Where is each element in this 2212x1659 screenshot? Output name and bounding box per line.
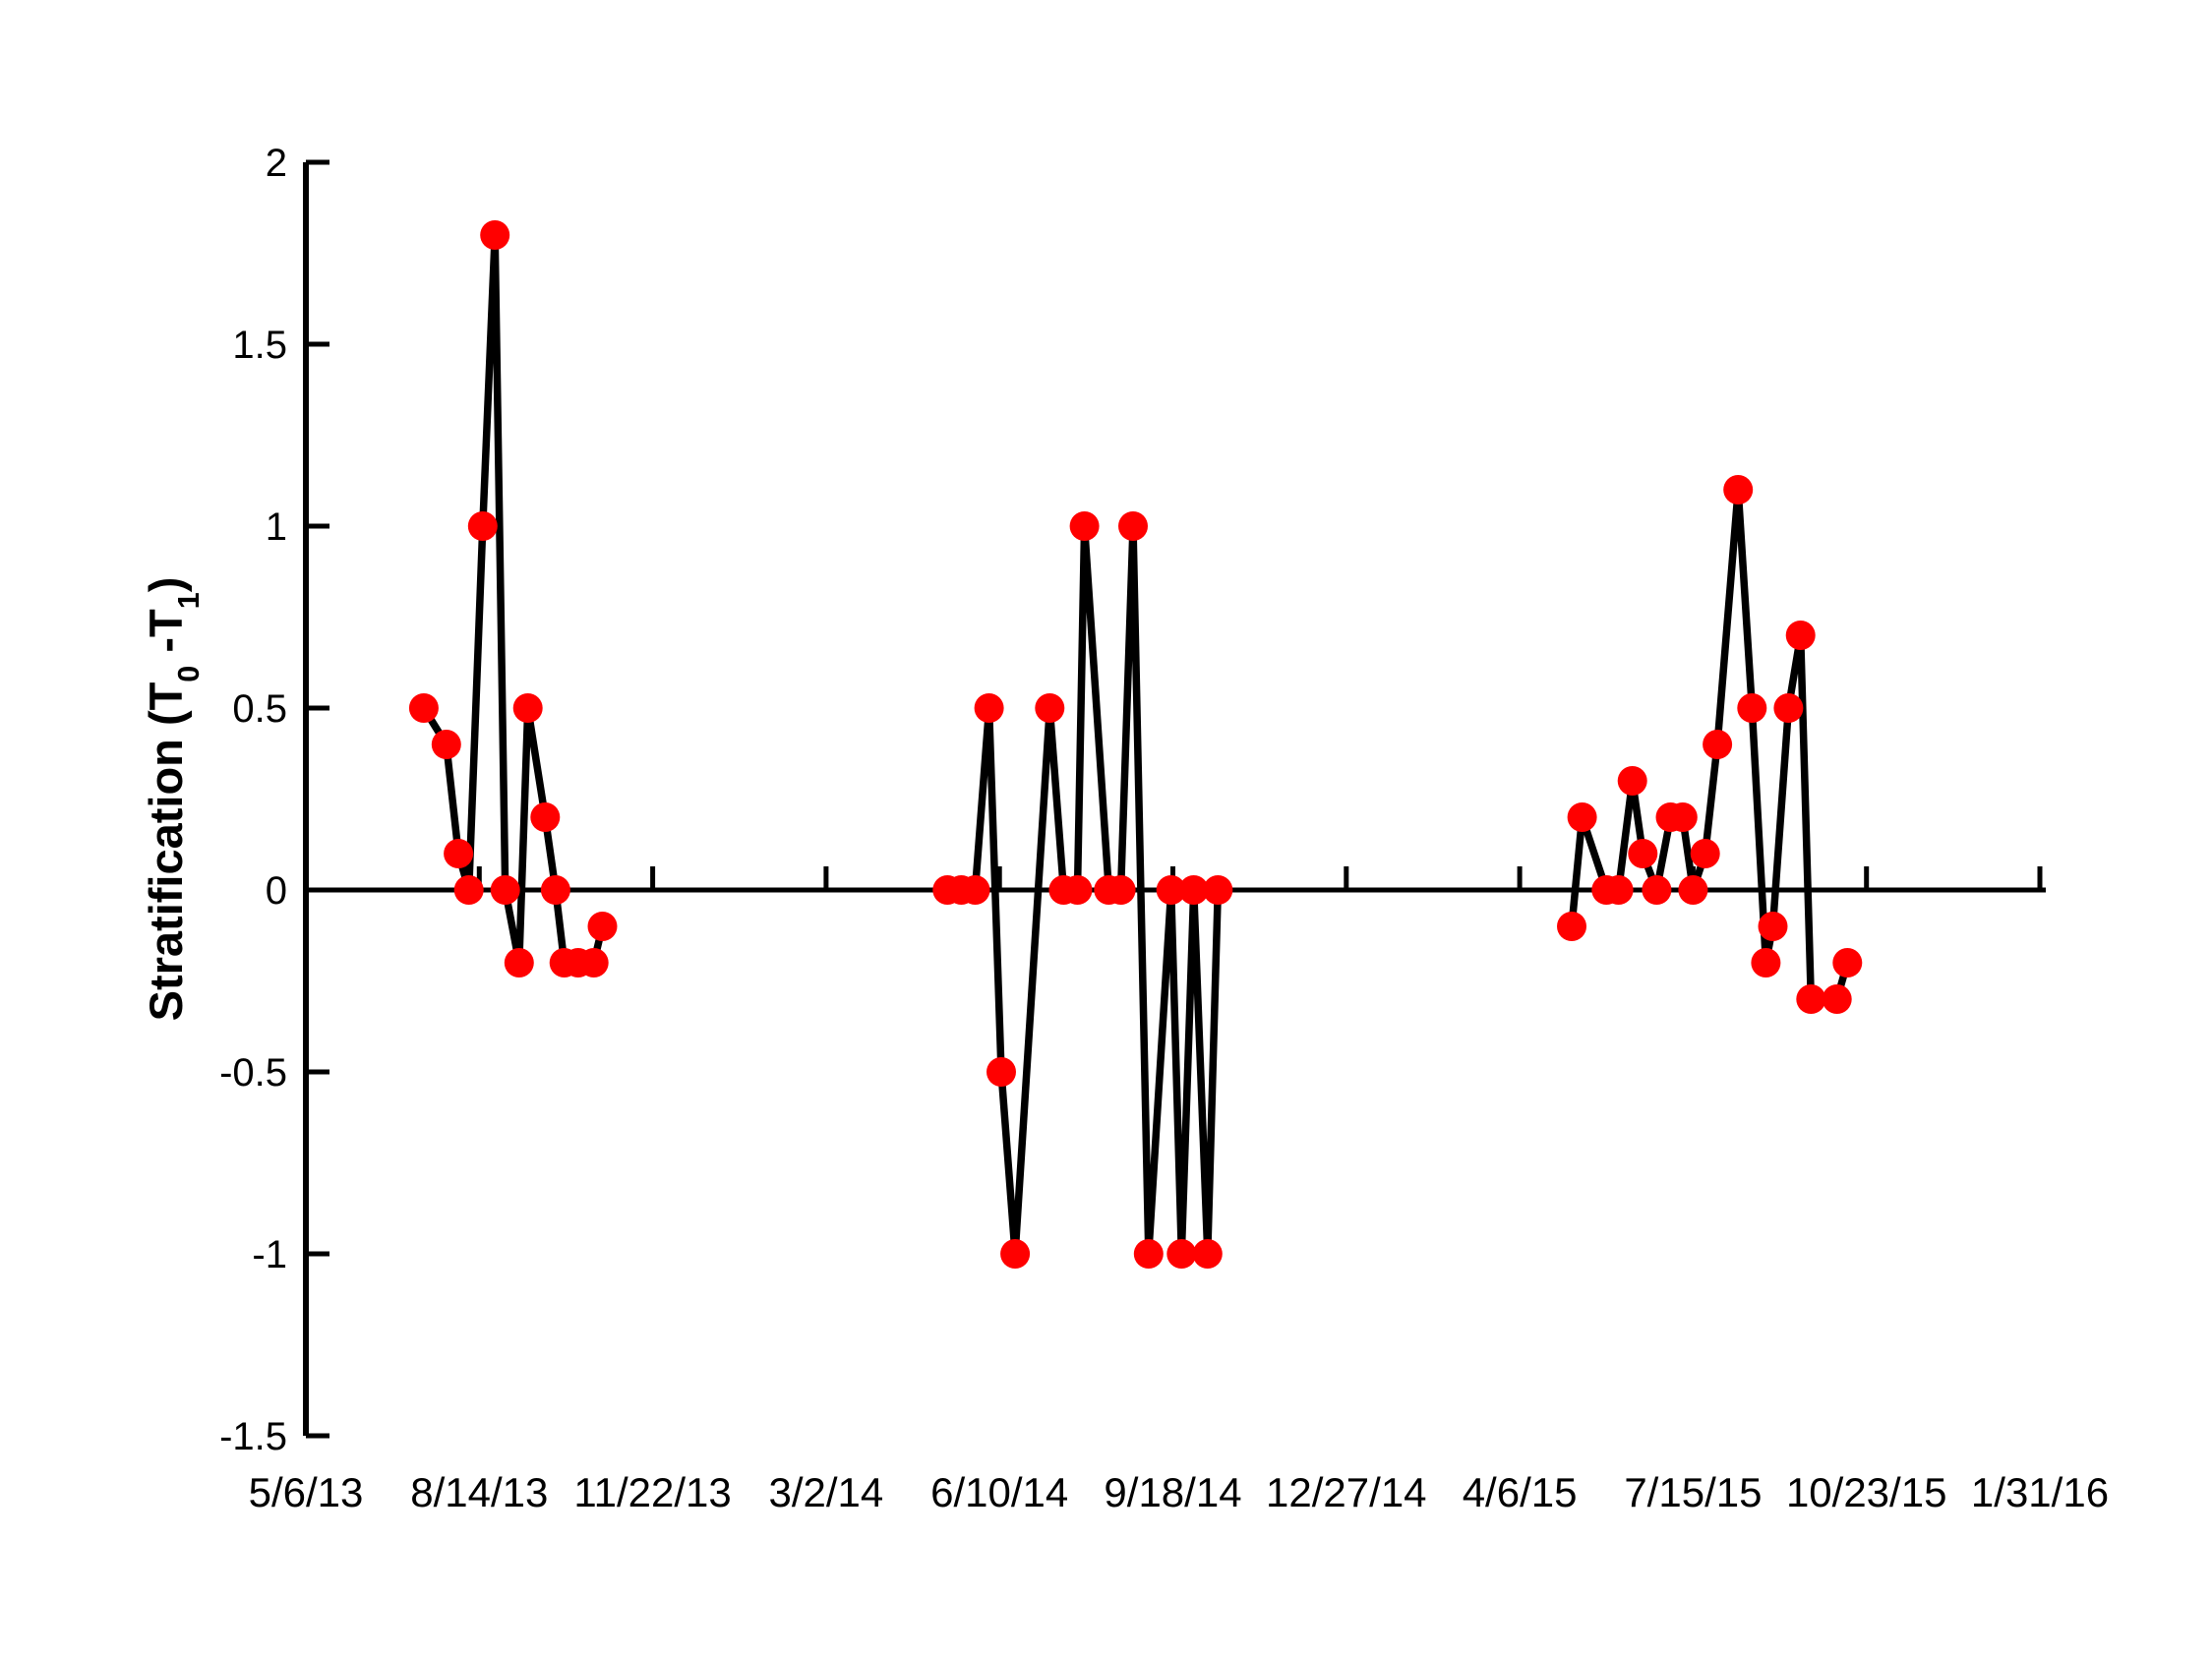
data-point (1192, 1239, 1223, 1269)
data-point (1832, 948, 1863, 978)
data-point (960, 875, 990, 905)
data-point (1723, 475, 1754, 504)
data-point (1751, 948, 1781, 978)
y-tick-label: 1 (266, 505, 287, 549)
data-points-2013 (408, 220, 618, 978)
data-point (467, 511, 498, 541)
y-tick-label: 0 (266, 869, 287, 913)
data-point (1667, 802, 1698, 832)
data-point (1203, 875, 1233, 905)
x-tick-label: 5/6/13 (249, 1469, 364, 1515)
x-tick-label: 1/31/16 (1971, 1469, 2109, 1515)
data-point (1603, 875, 1634, 905)
data-point (1617, 766, 1647, 796)
x-tick-label: 7/15/15 (1624, 1469, 1762, 1515)
data-point (1678, 875, 1708, 905)
data-point (512, 693, 543, 723)
data-point (986, 1057, 1016, 1087)
data-point (1069, 511, 1100, 541)
data-point (1822, 984, 1852, 1014)
data-point (1166, 1239, 1197, 1269)
data-point (1737, 693, 1767, 723)
data-point (1628, 839, 1658, 868)
data-point (1773, 693, 1804, 723)
data-point (480, 220, 510, 250)
data-point (1106, 875, 1136, 905)
data-point (431, 730, 461, 759)
data-point (1703, 730, 1733, 759)
y-tick-label: -0.5 (219, 1051, 287, 1095)
y-tick-label: -1 (252, 1233, 287, 1276)
data-points-2015 (1557, 475, 1863, 1014)
data-point (1118, 511, 1148, 541)
data-point (578, 948, 609, 978)
data-point (1758, 912, 1788, 941)
data-point (1557, 912, 1586, 941)
x-tick-label: 9/18/14 (1104, 1469, 1241, 1515)
data-point (1000, 1239, 1031, 1269)
data-point (490, 875, 520, 905)
data-point (1178, 875, 1209, 905)
y-tick-label: 0.5 (232, 687, 287, 731)
data-point (408, 693, 439, 723)
data-point (974, 693, 1004, 723)
data-point (1785, 621, 1816, 650)
data-point (444, 839, 474, 868)
data-point (1642, 875, 1672, 905)
y-axis-title: Stratification (T0 -T1) (140, 577, 206, 1022)
data-point (1035, 693, 1065, 723)
x-tick-label: 3/2/14 (769, 1469, 884, 1515)
data-point (453, 875, 484, 905)
data-point (1133, 1239, 1164, 1269)
data-point (1156, 875, 1186, 905)
x-tick-label: 4/6/15 (1463, 1469, 1578, 1515)
data-point (1796, 984, 1826, 1014)
data-point (504, 948, 534, 978)
y-tick-label: 1.5 (232, 324, 287, 367)
data-points-2014 (932, 511, 1233, 1269)
x-tick-label: 12/27/14 (1266, 1469, 1427, 1515)
data-point (1567, 802, 1597, 832)
data-point (1062, 875, 1093, 905)
data-point (530, 802, 561, 832)
data-point (1690, 839, 1720, 868)
x-tick-label: 11/22/13 (573, 1469, 731, 1515)
x-tick-label: 10/23/15 (1786, 1469, 1947, 1515)
x-tick-label: 6/10/14 (930, 1469, 1068, 1515)
data-point (587, 912, 618, 941)
data-point (540, 875, 570, 905)
x-tick-label: 8/14/13 (410, 1469, 548, 1515)
y-tick-label: -1.5 (219, 1415, 287, 1458)
y-tick-label: 2 (266, 142, 287, 185)
